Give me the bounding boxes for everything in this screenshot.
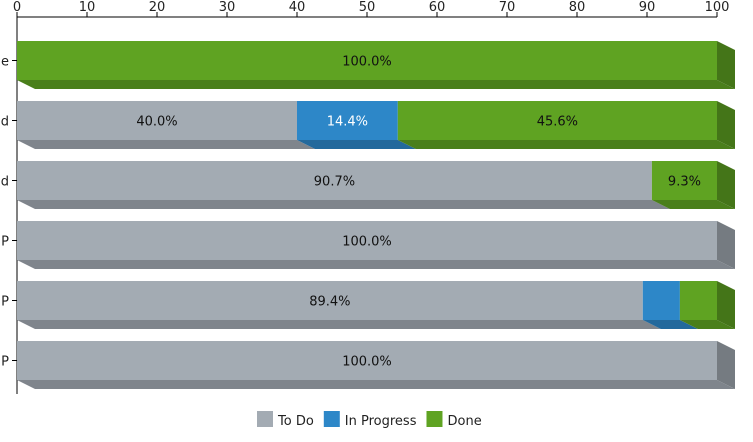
bar-segment-done [651, 161, 717, 200]
bar-segment-in-progress [297, 101, 398, 140]
data-label: 90.7% [314, 175, 355, 190]
category-label: P [1, 355, 9, 370]
bar-segment-bottom-face [17, 320, 661, 329]
x-tick-label: 90 [639, 0, 656, 15]
category-label: P [1, 295, 9, 310]
bar-segment-done [17, 41, 717, 80]
x-tick-label: 70 [499, 0, 516, 15]
bar-segment-bottom-face [17, 260, 735, 269]
x-axis: 0 10 20 30 40 50 60 70 80 90 100 e d d P P P [1, 0, 730, 394]
category-label: d [1, 175, 9, 190]
legend-label: In Progress [345, 414, 417, 429]
x-tick-label: 60 [429, 0, 446, 15]
bar-segment-to-do [17, 341, 717, 380]
data-label: 14.4% [327, 115, 368, 130]
legend-label: To Do [277, 414, 314, 429]
data-label: 100.0% [342, 55, 392, 70]
bar-segment-in-progress [642, 281, 680, 320]
data-label: 89.4% [309, 295, 350, 310]
x-tick-label: 30 [219, 0, 236, 15]
legend-swatch [257, 411, 273, 427]
bar-end-face [717, 221, 735, 269]
x-tick-label: 10 [79, 0, 96, 15]
data-label: 45.6% [537, 115, 578, 130]
bar-segment-bottom-face [679, 320, 735, 329]
legend-swatch [426, 411, 443, 427]
bar-end-face [717, 341, 735, 389]
bar-segment-bottom-face [17, 200, 670, 209]
data-label: 100.0% [342, 355, 392, 370]
data-label: 9.3% [668, 175, 701, 190]
bar-segment-bottom-face [17, 380, 735, 389]
bar-segment-bottom-face [17, 80, 735, 89]
bar-end-face [717, 161, 735, 209]
category-label: P [1, 235, 9, 250]
bar-segment-bottom-face [17, 140, 315, 149]
bar-segment-to-do [17, 281, 643, 320]
legend: To Do In Progress Done [257, 411, 482, 429]
legend-label: Done [447, 414, 481, 429]
x-tick-label: 80 [569, 0, 586, 15]
bar-segment-bottom-face [397, 140, 735, 149]
bar-segment-to-do [17, 101, 297, 140]
bar-segment-done [397, 101, 717, 140]
bars [17, 41, 735, 389]
x-tick-label: 100 [705, 0, 730, 15]
data-label: 100.0% [342, 235, 392, 250]
bar-end-face [717, 101, 735, 149]
legend-swatch [323, 411, 340, 427]
bar-segment-bottom-face [297, 140, 416, 149]
bar-end-face [717, 281, 735, 329]
x-tick-label: 50 [359, 0, 376, 15]
bar-segment-bottom-face [642, 320, 698, 329]
bar-end-face [717, 41, 735, 89]
bar-segment-to-do [17, 161, 652, 200]
category-label: e [1, 55, 9, 70]
bar-segment-bottom-face [651, 200, 735, 209]
x-tick-label: 0 [13, 0, 21, 15]
x-tick-label: 20 [149, 0, 166, 15]
bar-segment-to-do [17, 221, 717, 260]
data-label: 40.0% [136, 115, 177, 130]
data-labels: 100.0% 40.0% 14.4% 45.6% 90.7% 9.3% 100.0% 89.4… [136, 55, 701, 370]
x-tick-label: 40 [289, 0, 306, 15]
bar-segment-done [679, 281, 717, 320]
category-label: d [1, 115, 9, 130]
